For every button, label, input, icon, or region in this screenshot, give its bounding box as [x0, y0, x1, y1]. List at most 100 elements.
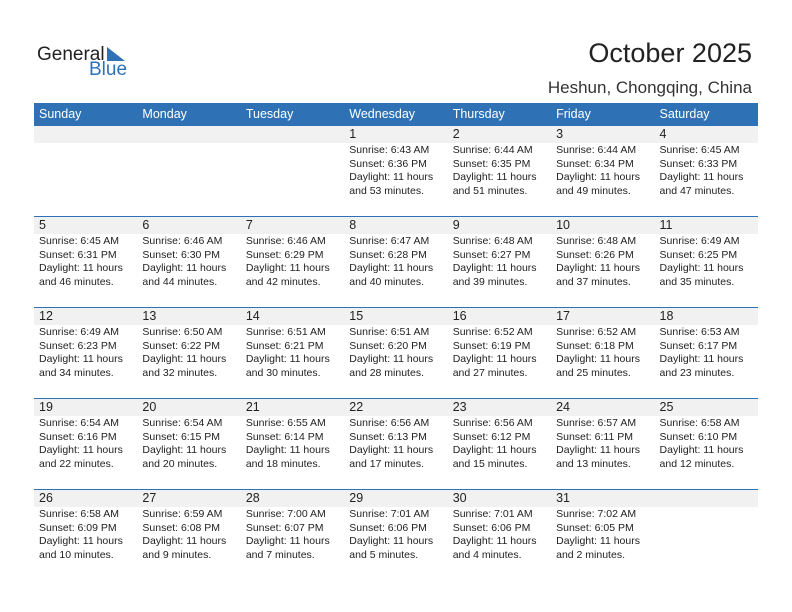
- week-row: 19 Sunrise: 6:54 AM Sunset: 6:16 PM Dayligh…: [34, 398, 758, 489]
- daylight1-text: Daylight: 11 hours: [245, 535, 330, 547]
- day-cell: 18 Sunrise: 6:53 AM Sunset: 6:17 PM Dayligh…: [654, 308, 758, 398]
- daylight2-text: and 12 minutes.: [659, 457, 735, 470]
- daylight2-text: and 13 minutes.: [556, 457, 631, 470]
- daylight1-text: Daylight: 11 hours: [452, 444, 537, 456]
- day-cell: 1 Sunrise: 6:43 AM Sunset: 6:36 PM Daylight…: [344, 126, 448, 216]
- daylight2-text: and 40 minutes.: [349, 275, 424, 288]
- day-cell: 28 Sunrise: 7:00 AM Sunset: 6:07 PM Dayligh…: [240, 490, 345, 580]
- daylight2-text: and 37 minutes.: [556, 275, 631, 288]
- sunrise-text: Sunrise: 6:51 AM: [349, 326, 430, 338]
- daylight2-text: and 2 minutes.: [556, 548, 625, 561]
- sunrise-text: Sunrise: 6:45 AM: [39, 235, 119, 247]
- day-number: 8: [344, 217, 448, 234]
- week-row: 12 Sunrise: 6:49 AM Sunset: 6:23 PM Dayligh…: [34, 307, 758, 398]
- sunset-text: Sunset: 6:14 PM: [245, 430, 324, 443]
- sunset-text: Sunset: 6:25 PM: [659, 248, 738, 261]
- day-number: 24: [551, 399, 655, 416]
- day-number: [137, 126, 241, 143]
- daylight1-text: Daylight: 11 hours: [142, 262, 227, 274]
- day-cell: 30 Sunrise: 7:01 AM Sunset: 6:06 PM Dayligh…: [447, 490, 552, 580]
- day-number: 22: [344, 399, 448, 416]
- sunset-text: Sunset: 6:12 PM: [452, 430, 531, 443]
- daylight2-text: and 30 minutes.: [245, 366, 321, 379]
- day-number: 12: [34, 308, 138, 325]
- weekday-wednesday: Wednesday: [349, 107, 416, 121]
- daylight2-text: and 22 minutes.: [39, 457, 114, 470]
- day-cell: 7 Sunrise: 6:46 AM Sunset: 6:29 PM Daylight…: [240, 217, 345, 307]
- daylight1-text: Daylight: 11 hours: [349, 535, 434, 547]
- sunset-text: Sunset: 6:27 PM: [452, 248, 531, 261]
- sunset-text: Sunset: 6:20 PM: [349, 339, 427, 352]
- sunset-text: Sunset: 6:29 PM: [245, 248, 324, 261]
- daylight2-text: and 25 minutes.: [556, 366, 631, 379]
- sunset-text: Sunset: 6:05 PM: [556, 521, 634, 534]
- sunset-text: Sunset: 6:06 PM: [349, 521, 427, 534]
- day-number: 9: [447, 217, 552, 234]
- day-number: 28: [240, 490, 345, 507]
- daylight1-text: Daylight: 11 hours: [349, 262, 434, 274]
- daylight2-text: and 18 minutes.: [245, 457, 321, 470]
- daylight1-text: Daylight: 11 hours: [39, 444, 123, 456]
- daylight1-text: Daylight: 11 hours: [659, 262, 744, 274]
- daylight1-text: Daylight: 11 hours: [39, 353, 123, 365]
- day-cell: 6 Sunrise: 6:46 AM Sunset: 6:30 PM Daylight…: [137, 217, 241, 307]
- day-cell: 4 Sunrise: 6:45 AM Sunset: 6:33 PM Daylight…: [654, 126, 758, 216]
- day-cell: 21 Sunrise: 6:55 AM Sunset: 6:14 PM Dayligh…: [240, 399, 345, 489]
- sunrise-text: Sunrise: 6:47 AM: [349, 235, 430, 247]
- sunrise-text: Sunrise: 6:46 AM: [142, 235, 223, 247]
- sunset-text: Sunset: 6:11 PM: [556, 430, 633, 443]
- weekday-tuesday: Tuesday: [245, 107, 294, 121]
- daylight2-text: and 27 minutes.: [452, 366, 528, 379]
- daylight2-text: and 9 minutes.: [142, 548, 212, 561]
- sunset-text: Sunset: 6:26 PM: [556, 248, 634, 261]
- sunset-text: Sunset: 6:22 PM: [142, 339, 221, 352]
- day-cell: [240, 126, 345, 216]
- day-cell: 10 Sunrise: 6:48 AM Sunset: 6:26 PM Dayligh…: [551, 217, 655, 307]
- day-number: 1: [344, 126, 448, 143]
- sunset-text: Sunset: 6:36 PM: [349, 157, 427, 170]
- week-row: 26 Sunrise: 6:58 AM Sunset: 6:09 PM Dayligh…: [34, 489, 758, 580]
- sunset-text: Sunset: 6:21 PM: [245, 339, 324, 352]
- sunset-text: Sunset: 6:10 PM: [659, 430, 738, 443]
- daylight1-text: Daylight: 11 hours: [245, 353, 330, 365]
- day-number: 30: [447, 490, 552, 507]
- day-number: 23: [447, 399, 552, 416]
- day-number: 19: [34, 399, 138, 416]
- week-row: 5 Sunrise: 6:45 AM Sunset: 6:31 PM Daylight…: [34, 216, 758, 307]
- weekday-saturday: Saturday: [659, 107, 710, 121]
- sunset-text: Sunset: 6:31 PM: [39, 248, 117, 261]
- day-number: 14: [240, 308, 345, 325]
- day-number: 31: [551, 490, 655, 507]
- sunrise-text: Sunrise: 6:52 AM: [452, 326, 533, 338]
- day-cell: 26 Sunrise: 6:58 AM Sunset: 6:09 PM Dayligh…: [34, 490, 138, 580]
- daylight1-text: Daylight: 11 hours: [142, 353, 227, 365]
- day-cell: 13 Sunrise: 6:50 AM Sunset: 6:22 PM Dayligh…: [137, 308, 241, 398]
- weekday-sunday: Sunday: [39, 107, 82, 121]
- sunrise-text: Sunrise: 6:56 AM: [452, 417, 533, 429]
- sunrise-text: Sunrise: 7:01 AM: [452, 508, 533, 520]
- daylight1-text: Daylight: 11 hours: [659, 171, 744, 183]
- daylight2-text: and 51 minutes.: [452, 184, 528, 197]
- daylight2-text: and 32 minutes.: [142, 366, 218, 379]
- day-cell: 20 Sunrise: 6:54 AM Sunset: 6:15 PM Dayligh…: [137, 399, 241, 489]
- sunrise-text: Sunrise: 6:49 AM: [39, 326, 119, 338]
- sunset-text: Sunset: 6:34 PM: [556, 157, 634, 170]
- daylight1-text: Daylight: 11 hours: [39, 535, 123, 547]
- sunrise-text: Sunrise: 6:43 AM: [349, 144, 430, 156]
- logo-triangle-icon: [107, 47, 125, 61]
- sunset-text: Sunset: 6:28 PM: [349, 248, 427, 261]
- sunset-text: Sunset: 6:18 PM: [556, 339, 634, 352]
- sunset-text: Sunset: 6:07 PM: [245, 521, 324, 534]
- sunrise-text: Sunrise: 6:51 AM: [245, 326, 326, 338]
- day-number: 7: [240, 217, 345, 234]
- daylight2-text: and 47 minutes.: [659, 184, 735, 197]
- day-number: 5: [34, 217, 138, 234]
- sunrise-text: Sunrise: 6:49 AM: [659, 235, 740, 247]
- sunset-text: Sunset: 6:15 PM: [142, 430, 221, 443]
- day-number: 3: [551, 126, 655, 143]
- sunset-text: Sunset: 6:09 PM: [39, 521, 117, 534]
- day-number: 18: [654, 308, 758, 325]
- sunrise-text: Sunrise: 6:54 AM: [142, 417, 223, 429]
- sunrise-text: Sunrise: 6:55 AM: [245, 417, 326, 429]
- day-cell: 27 Sunrise: 6:59 AM Sunset: 6:08 PM Dayligh…: [137, 490, 241, 580]
